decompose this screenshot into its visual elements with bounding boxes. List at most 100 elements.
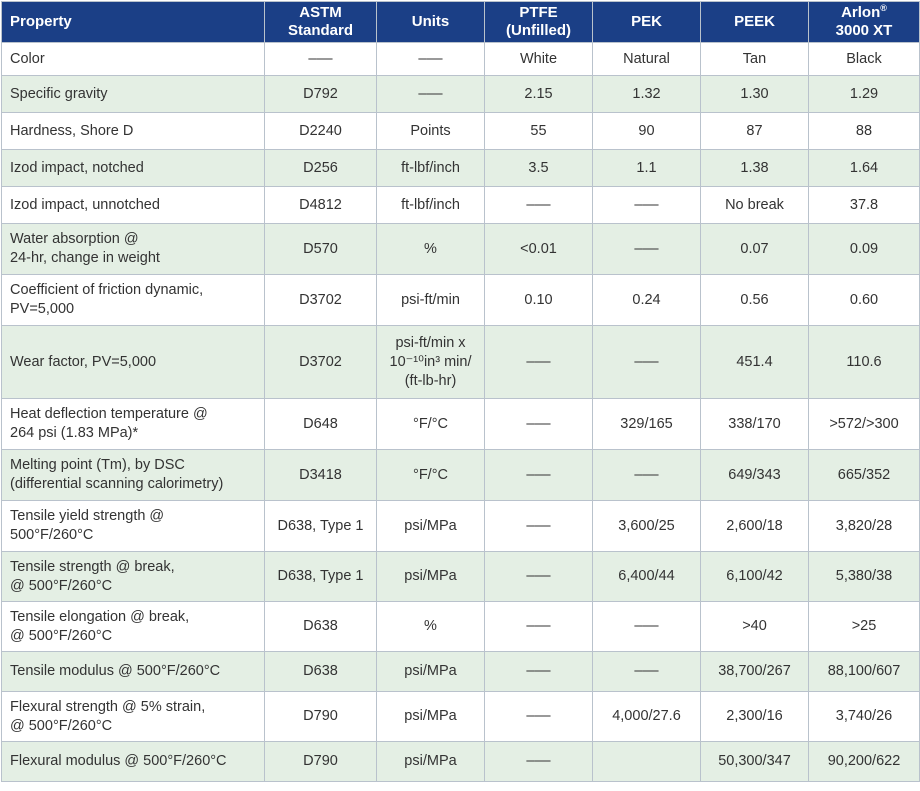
cell-units: °F/°C <box>376 398 485 450</box>
cell-units: psi-ft/min x 10⁻¹⁰in³ min/ (ft-lb-hr) <box>376 325 485 399</box>
cell-units-line: 10⁻¹⁰in³ min/ <box>389 353 472 370</box>
cell-astm: D638, Type 1 <box>264 551 377 602</box>
cell-property-line: Izod impact, unnotched <box>10 196 160 213</box>
cell-units-line: % <box>424 618 437 634</box>
table-row: Color ––– ––– White Natural Tan Black <box>1 42 920 76</box>
cell-pek: 90 <box>592 112 701 150</box>
cell-property: Tensile elongation @ break, @ 500°F/260°C <box>1 601 265 652</box>
table-row: Flexural strength @ 5% strain, @ 500°F/26… <box>1 691 920 742</box>
table-row: Coefficient of friction dynamic, PV=5,000… <box>1 274 920 326</box>
table-row: Tensile strength @ break, @ 500°F/260°C D6… <box>1 551 920 602</box>
cell-property-line: Melting point (Tm), by DSC <box>10 457 185 473</box>
cell-ptfe: ––– <box>484 325 593 399</box>
cell-peek: 0.56 <box>700 274 809 326</box>
cell-arlon: >25 <box>808 601 920 652</box>
cell-arlon: 5,380/38 <box>808 551 920 602</box>
cell-astm: D638 <box>264 651 377 692</box>
table-row: Melting point (Tm), by DSC (differential … <box>1 449 920 501</box>
cell-property: Tensile yield strength @ 500°F/260°C <box>1 500 265 552</box>
cell-astm: D570 <box>264 223 377 275</box>
table-row: Tensile yield strength @ 500°F/260°C D638,… <box>1 500 920 552</box>
cell-peek: 338/170 <box>700 398 809 450</box>
cell-astm: D3702 <box>264 325 377 399</box>
cell-property-line: Hardness, Shore D <box>10 122 134 139</box>
header-astm-line1: ASTM <box>299 4 342 21</box>
cell-units-line: psi/MPa <box>404 663 457 679</box>
cell-property-line: 24-hr, change in weight <box>10 250 160 266</box>
header-pek: PEK <box>592 1 701 43</box>
cell-units: % <box>376 223 485 275</box>
cell-pek: ––– <box>592 223 701 275</box>
cell-astm: ––– <box>264 42 377 76</box>
cell-units: ft-lbf/inch <box>376 186 485 224</box>
table-row: Flexural modulus @ 500°F/260°C D790 psi/MP… <box>1 741 920 782</box>
cell-property-line: Flexural modulus @ 500°F/260°C <box>10 753 227 769</box>
cell-property-line: Izod impact, notched <box>10 159 144 176</box>
cell-peek: 1.30 <box>700 75 809 113</box>
cell-property: Izod impact, notched <box>1 149 265 187</box>
header-astm-line2: Standard <box>287 22 353 39</box>
cell-ptfe: ––– <box>484 651 593 692</box>
cell-peek: Tan <box>700 42 809 76</box>
cell-units: psi-ft/min <box>376 274 485 326</box>
cell-units: psi/MPa <box>376 551 485 602</box>
cell-property-line: Coefficient of friction dynamic, <box>10 282 204 298</box>
cell-ptfe: 0.10 <box>484 274 593 326</box>
cell-ptfe: 55 <box>484 112 593 150</box>
cell-units: % <box>376 601 485 652</box>
cell-ptfe: ––– <box>484 449 593 501</box>
cell-property-line: 264 psi (1.83 MPa)* <box>10 425 139 441</box>
header-row: Property ASTM Standard Units PTFE (Unfille… <box>1 1 920 43</box>
cell-pek: 1.32 <box>592 75 701 113</box>
cell-ptfe: ––– <box>484 601 593 652</box>
cell-arlon: 88 <box>808 112 920 150</box>
cell-units-line: psi/MPa <box>404 517 457 534</box>
cell-arlon: 665/352 <box>808 449 920 501</box>
cell-astm: D3702 <box>264 274 377 326</box>
cell-property: Melting point (Tm), by DSC (differential … <box>1 449 265 501</box>
header-arlon-line1: Arlon <box>841 4 881 21</box>
cell-pek: 1.1 <box>592 149 701 187</box>
cell-property: Hardness, Shore D <box>1 112 265 150</box>
table-row: Izod impact, unnotched D4812 ft-lbf/inch ––… <box>1 186 920 224</box>
header-ptfe-line1: PTFE <box>519 4 558 21</box>
cell-ptfe: White <box>484 42 593 76</box>
cell-ptfe: ––– <box>484 691 593 742</box>
cell-ptfe: 2.15 <box>484 75 593 113</box>
cell-property-line: @ 500°F/260°C <box>10 717 113 734</box>
cell-property-line: PV=5,000 <box>10 301 75 317</box>
cell-arlon: 0.09 <box>808 223 920 275</box>
cell-units-line: psi/MPa <box>404 753 457 769</box>
cell-units: ––– <box>376 42 485 76</box>
cell-arlon: 90,200/622 <box>808 741 920 782</box>
cell-units-line: % <box>424 240 437 257</box>
cell-ptfe: ––– <box>484 398 593 450</box>
cell-peek: 0.07 <box>700 223 809 275</box>
cell-units-line: °F/°C <box>413 415 448 432</box>
header-ptfe-line2: (Unfilled) <box>506 22 571 39</box>
cell-ptfe: ––– <box>484 186 593 224</box>
cell-units: ft-lbf/inch <box>376 149 485 187</box>
header-ptfe: PTFE (Unfilled) <box>484 1 593 43</box>
cell-property-line: @ 500°F/260°C <box>10 627 113 644</box>
cell-peek: 451.4 <box>700 325 809 399</box>
cell-astm: D792 <box>264 75 377 113</box>
cell-units-line: psi/MPa <box>404 568 457 584</box>
header-peek: PEEK <box>700 1 809 43</box>
cell-property-line: Wear factor, PV=5,000 <box>10 353 157 370</box>
cell-pek: ––– <box>592 449 701 501</box>
table-row: Tensile elongation @ break, @ 500°F/260°C… <box>1 601 920 652</box>
cell-property-line: 500°F/260°C <box>10 527 94 543</box>
cell-peek: 649/343 <box>700 449 809 501</box>
header-arlon-line2: 3000 XT <box>835 22 893 39</box>
cell-pek: 3,600/25 <box>592 500 701 552</box>
cell-arlon: 3,820/28 <box>808 500 920 552</box>
cell-peek: >40 <box>700 601 809 652</box>
header-property: Property <box>1 1 265 43</box>
cell-property-line: Specific gravity <box>10 85 108 102</box>
cell-units: ––– <box>376 75 485 113</box>
cell-pek: 329/165 <box>592 398 701 450</box>
cell-astm: D3418 <box>264 449 377 501</box>
cell-property-line: Tensile modulus @ 500°F/260°C <box>10 663 221 679</box>
cell-pek: 4,000/27.6 <box>592 691 701 742</box>
